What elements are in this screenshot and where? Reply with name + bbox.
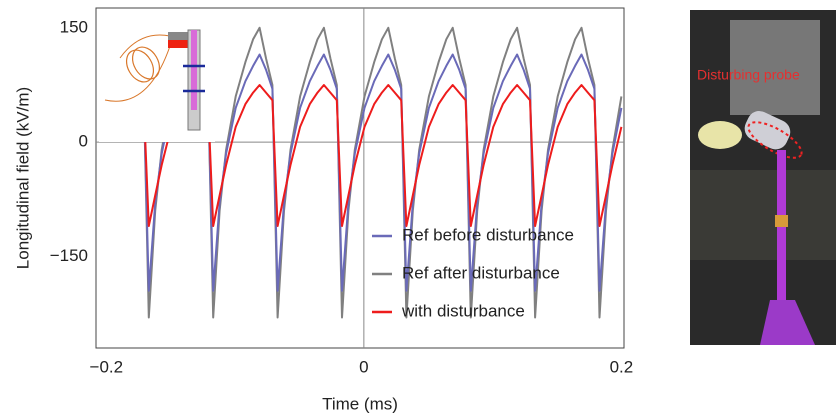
photo-glow xyxy=(760,300,815,345)
y-tick-label: −150 xyxy=(50,246,88,265)
photo-label: Disturbing probe xyxy=(697,67,800,83)
y-tick-label: 150 xyxy=(60,17,88,36)
legend: Ref before disturbance Ref after disturba… xyxy=(372,225,574,320)
x-tick-label: 0.2 xyxy=(610,357,634,376)
legend-label: Ref after disturbance xyxy=(402,263,560,282)
inset-illustration xyxy=(99,10,215,142)
x-tick-label: 0 xyxy=(359,357,368,376)
probe-highlight xyxy=(747,121,803,159)
x-tick-label: −0.2 xyxy=(90,357,124,376)
photo-table xyxy=(690,170,836,260)
probe-tube xyxy=(168,40,200,48)
probe-tube xyxy=(168,32,200,40)
y-tick-label: 0 xyxy=(79,132,88,151)
coil-wire xyxy=(104,34,173,102)
photo-coil xyxy=(698,121,742,149)
y-axis-label: Longitudinal field (kV/m) xyxy=(13,87,32,269)
plasma xyxy=(191,30,197,110)
photo-apparatus xyxy=(730,20,820,115)
legend-label: with disturbance xyxy=(401,301,525,320)
legend-label: Ref before disturbance xyxy=(402,225,574,244)
photo-electrode xyxy=(775,215,788,227)
photo: Disturbing probe xyxy=(690,10,836,345)
coil xyxy=(125,49,155,83)
x-axis-label: Time (ms) xyxy=(322,394,398,413)
